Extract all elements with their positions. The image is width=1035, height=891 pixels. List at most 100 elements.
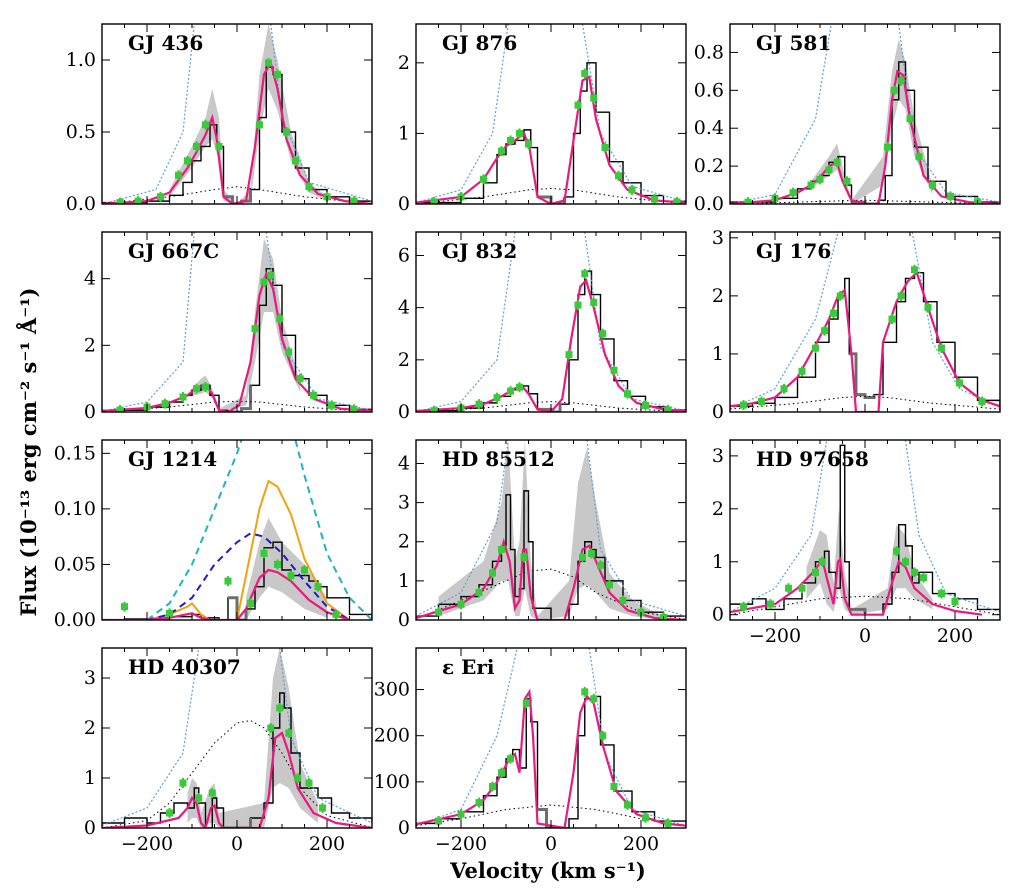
binned-point — [294, 774, 302, 782]
x-tick-label: −200 — [121, 833, 173, 855]
binned-point — [305, 183, 313, 191]
binned-point — [911, 266, 918, 274]
panel-3: 0 2 4 GJ 667C — [84, 231, 373, 423]
binned-point — [744, 198, 752, 204]
y-tick-label: 0 — [398, 609, 410, 631]
x-tick-label: −200 — [435, 833, 487, 855]
binned-point — [947, 192, 954, 200]
binned-point — [489, 782, 496, 790]
data-spectrum-line — [416, 62, 686, 204]
binned-point — [260, 549, 268, 557]
masked-core-line — [537, 195, 566, 204]
binned-point — [525, 140, 532, 148]
y-tick-label: 0 — [712, 604, 724, 626]
intrinsic_red-line — [581, 24, 686, 203]
plot-area — [102, 232, 372, 412]
plot-area — [102, 440, 372, 620]
intrinsic-line — [730, 440, 828, 613]
binned-point — [893, 547, 900, 555]
binned-point — [274, 70, 281, 78]
binned-point — [890, 86, 898, 94]
absorbed-line — [102, 270, 372, 412]
binned-point — [590, 695, 598, 703]
plot-area — [416, 648, 686, 828]
binned-point — [116, 199, 124, 204]
masked-core-line — [228, 385, 252, 412]
binned-point — [785, 584, 792, 592]
binned-point — [457, 810, 465, 818]
panel-title: GJ 1214 — [128, 447, 217, 471]
binned-point — [350, 197, 358, 204]
binned-point — [224, 577, 232, 585]
y-tick-label: 0.0 — [694, 193, 724, 215]
binned-point — [780, 385, 788, 393]
binned-point — [507, 755, 514, 763]
binned-point — [924, 303, 932, 311]
broad-line — [730, 395, 1000, 410]
intrinsic-line — [102, 24, 195, 204]
binned-point — [978, 398, 986, 406]
binned-point — [628, 186, 636, 194]
binned-point — [319, 804, 326, 812]
y-tick-label: 0.5 — [66, 121, 96, 143]
data-spectrum-line — [416, 695, 686, 828]
binned-point — [202, 383, 209, 391]
intrinsic_red-line — [279, 648, 372, 824]
broad-line — [416, 568, 686, 620]
y-tick-label: 1 — [398, 122, 410, 144]
intrinsic_cyan-line — [146, 440, 243, 620]
binned-point — [116, 406, 124, 412]
absorbed-line — [102, 568, 350, 620]
binned-point — [193, 385, 200, 393]
binned-point — [673, 198, 681, 204]
binned-point — [287, 572, 295, 580]
binned-point — [184, 157, 191, 165]
binned-point — [929, 181, 936, 189]
y-tick-label: 4 — [398, 297, 410, 319]
plot-area — [102, 648, 372, 828]
binned-point — [606, 581, 613, 589]
panel-4: 0 2 4 6 GJ 832 — [398, 231, 687, 423]
y-tick-label: 0.0 — [66, 193, 96, 215]
panel-title: ε Eri — [442, 655, 495, 679]
binned-point — [285, 729, 293, 737]
binned-point — [758, 398, 765, 406]
panel-0: 0.0 0.5 1.0 GJ 436 — [66, 23, 373, 215]
binned-point — [310, 391, 317, 399]
binned-point — [166, 609, 173, 617]
y-tick-label: 4 — [84, 268, 96, 290]
y-tick-label: 4 — [398, 452, 410, 474]
x-tick-label: 200 — [937, 625, 973, 647]
y-tick-label: 6 — [398, 244, 410, 266]
y-tick-label: 0.00 — [54, 609, 96, 631]
broad-line — [102, 400, 372, 412]
binned-point — [274, 560, 281, 568]
binned-point — [475, 799, 483, 807]
binned-point — [906, 115, 914, 123]
binned-point — [166, 809, 173, 817]
y-tick-label: 1 — [712, 551, 724, 573]
y-tick-label: 100 — [374, 771, 410, 793]
panel-6: 0.00 0.05 0.10 0.15 GJ 1214 — [54, 439, 373, 631]
masked-core-line — [537, 808, 556, 828]
data-spectrum-line — [102, 692, 372, 828]
binned-point — [833, 158, 841, 166]
binned-point — [457, 600, 465, 608]
binned-point — [619, 596, 627, 604]
binned-point — [305, 779, 313, 787]
binned-point — [599, 330, 607, 338]
binned-point — [911, 568, 918, 576]
uncertainty-band — [246, 517, 327, 620]
blue_dashed-line — [146, 532, 351, 620]
panel-title: GJ 176 — [756, 239, 831, 263]
y-tick-label: 1 — [712, 343, 724, 365]
binned-point — [285, 348, 293, 356]
orange-line — [146, 479, 351, 620]
absorbed-line — [416, 688, 686, 828]
y-axis-label: Flux (10⁻¹³ erg cm⁻² s⁻¹ Å⁻¹) — [16, 288, 41, 617]
intrinsic-line — [102, 232, 195, 412]
binned-point — [520, 553, 528, 561]
panel-title: GJ 581 — [756, 31, 831, 55]
intrinsic-line — [416, 440, 509, 617]
binned-point — [157, 193, 164, 201]
